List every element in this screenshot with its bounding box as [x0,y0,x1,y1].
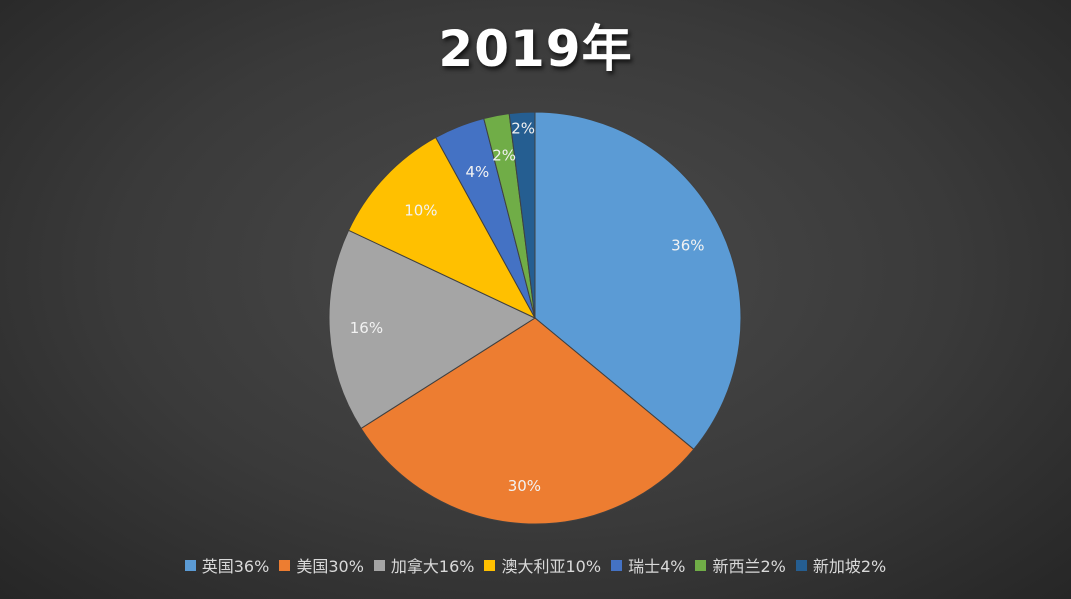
pie-slice-0 [534,111,742,451]
legend-item-0: 英国36% [184,553,270,577]
chart-title: 2019年 [438,20,633,78]
pie-slice-1 [360,317,695,525]
data-label-4: 4% [465,163,489,181]
legend-swatch-1 [279,559,291,571]
pie-slice-3 [347,136,537,320]
legend-swatch-6 [795,559,807,571]
legend-label-0: 英国36% [201,557,270,576]
legend-item-2: 加拿大16% [373,553,475,577]
legend-swatch-0 [184,559,196,571]
pie-data-labels: 36%30%16%10%4%2%2% [350,119,705,495]
data-label-2: 16% [350,319,383,337]
legend-item-1: 美国30% [279,553,364,577]
pie-slices [328,111,742,525]
data-label-5: 2% [492,147,516,165]
legend-swatch-2 [373,559,385,571]
legend-item-5: 新西兰2% [695,553,786,577]
legend-label-5: 新西兰2% [712,557,786,576]
data-label-3: 10% [404,201,437,219]
chart-legend: 英国36% 美国30% 加拿大16% 澳大利亚10% 瑞士4% 新西兰2% 新加坡2% [0,553,1071,577]
legend-label-2: 加拿大16% [390,557,475,576]
legend-swatch-5 [695,559,707,571]
legend-label-6: 新加坡2% [812,557,887,576]
data-label-1: 30% [508,477,541,495]
pie-slice-6 [508,111,536,319]
legend-item-3: 澳大利亚10% [484,553,601,577]
legend-item-6: 新加坡2% [795,553,887,577]
legend-item-4: 瑞士4% [611,553,685,577]
data-label-0: 36% [671,237,704,255]
data-label-6: 2% [511,119,535,137]
legend-swatch-4 [611,559,623,571]
pie-slice-2 [328,229,537,430]
legend-label-1: 美国30% [296,557,364,576]
legend-label-4: 瑞士4% [628,557,686,576]
legend-label-3: 澳大利亚10% [501,557,602,576]
legend-swatch-3 [484,559,496,571]
